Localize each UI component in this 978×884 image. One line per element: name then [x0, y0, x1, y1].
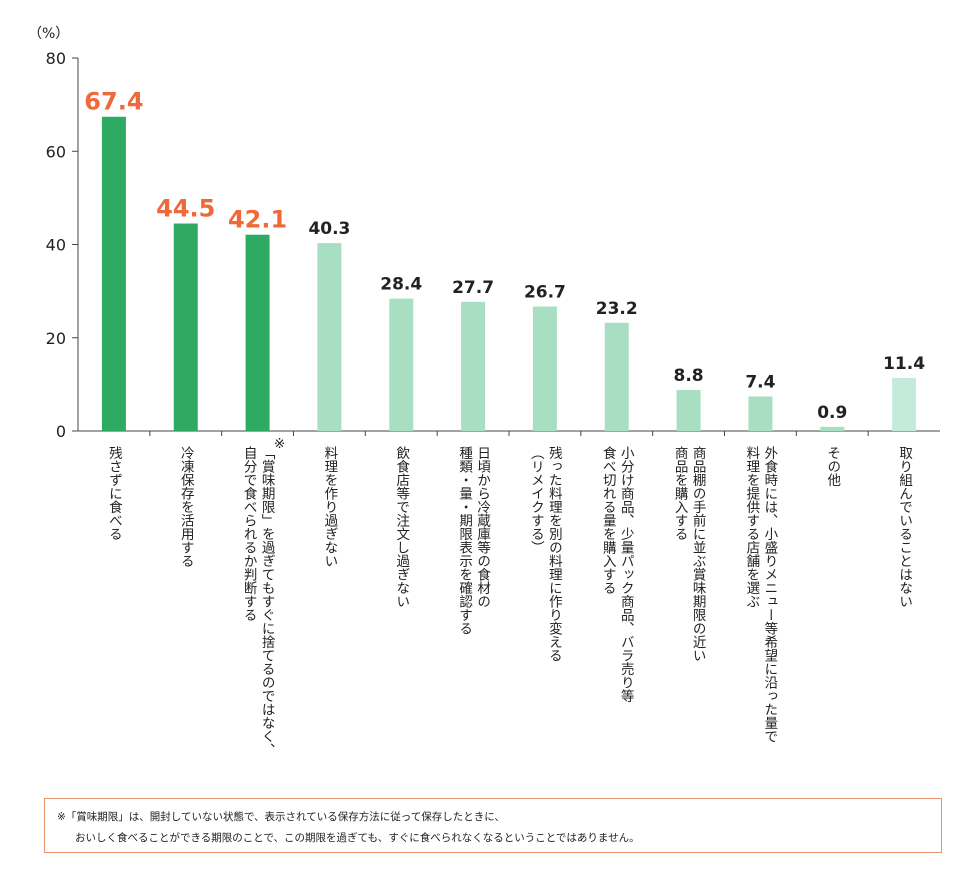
- y-tick-label: 0: [56, 422, 66, 441]
- category-label: 自分で食べられるか判断する: [241, 446, 258, 622]
- footnote-line-2: おいしく食べることができる期限のことで、この期限を過ぎても、すぐに食べられなくな…: [75, 832, 640, 844]
- data-label: 67.4: [84, 88, 143, 116]
- axes: 0 20 40 60 80: [46, 49, 940, 441]
- category-labels: 残さずに食べる 冷凍保存を活用する 「賞味期限」を過ぎてもすぐに捨てるのではなく、自…: [106, 436, 913, 757]
- data-label: 26.7: [524, 283, 566, 303]
- y-tick-label: 60: [46, 142, 66, 161]
- category-label: 残さずに食べる: [106, 446, 123, 541]
- y-tick-label: 80: [46, 49, 66, 68]
- data-label: 8.8: [674, 366, 704, 386]
- footnote-box: ※「賞味期限」は、開封していない状態で、表示されている保存方法に従って保存したと…: [44, 798, 942, 853]
- data-label: 27.7: [452, 278, 494, 298]
- category-label: 種類・量・期限表示を確認する: [456, 446, 473, 635]
- bar: [748, 396, 773, 431]
- data-label: 7.4: [745, 372, 775, 392]
- data-label: 28.4: [380, 275, 422, 295]
- data-label: 0.9: [817, 403, 847, 423]
- category-label: 冷凍保存を活用する: [178, 446, 195, 568]
- bar: [245, 234, 270, 431]
- bar-chart: （%） 0 20 40 60 80 67.4 44.5 42.1 40.3 28.4 27.7 26…: [28, 26, 940, 757]
- data-label: 44.5: [156, 195, 215, 223]
- bar: [173, 223, 198, 431]
- category-label: 料理を作り過ぎない: [321, 446, 338, 568]
- data-label: 23.2: [596, 299, 638, 319]
- category-label: 食べ切れる量を購入する: [600, 445, 617, 595]
- y-axis-unit-label: （%）: [28, 26, 69, 42]
- category-mark: ※: [274, 436, 285, 452]
- category-label: （リメイクする）: [528, 446, 545, 554]
- category-label: 商品を購入する: [672, 446, 689, 541]
- bar: [892, 377, 917, 431]
- y-tick-label: 40: [46, 236, 66, 255]
- category-label: 飲食店等で注文し過ぎない: [393, 446, 410, 608]
- bar: [389, 298, 414, 431]
- y-tick-label: 20: [46, 329, 66, 348]
- category-label: 外食時には、小盛りメニュー等希望に沿った量で: [761, 446, 778, 744]
- bar: [532, 306, 557, 431]
- footnote-line-1: ※「賞味期限」は、開封していない状態で、表示されている保存方法に従って保存したと…: [57, 811, 505, 823]
- category-label: その他: [824, 446, 841, 488]
- bar: [820, 426, 845, 431]
- bar: [317, 243, 342, 431]
- data-label: 11.4: [883, 354, 925, 374]
- category-label: 取り組んでいることはない: [896, 446, 913, 608]
- category-label: 小分け商品、少量パック商品、バラ売り等: [618, 446, 635, 703]
- value-labels: 67.4 44.5 42.1 40.3 28.4 27.7 26.7 23.2 8.8 7.4 0.…: [84, 88, 925, 423]
- bar: [604, 322, 629, 431]
- category-label: 日頃から冷蔵庫等の食材の: [474, 446, 491, 608]
- category-label: 残った料理を別の料理に作り変える: [546, 446, 563, 662]
- data-label: 42.1: [228, 206, 287, 234]
- bar: [676, 389, 701, 431]
- category-label: 「賞味期限」を過ぎてもすぐに捨てるのではなく、: [259, 446, 276, 757]
- bar: [101, 116, 126, 431]
- data-label: 40.3: [308, 219, 350, 239]
- bars: [101, 116, 917, 431]
- bar: [461, 301, 486, 431]
- category-label: 商品棚の手前に並ぶ賞味期限の近い: [690, 446, 707, 662]
- category-label: 料理を提供する店舗を選ぶ: [743, 446, 760, 609]
